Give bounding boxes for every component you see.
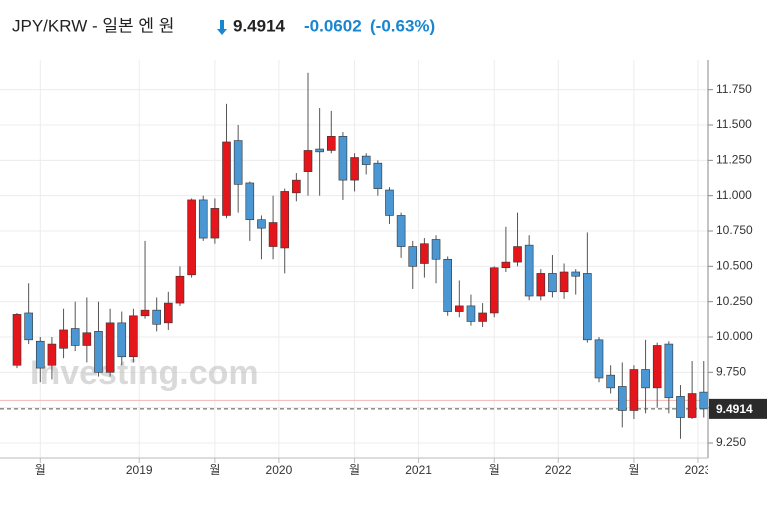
x-tick-label: 2023 xyxy=(685,463,712,477)
x-tick-label: 2019 xyxy=(126,463,153,477)
candle-body xyxy=(257,219,266,229)
plot-area: 월 2019 월 2020 월 2021 월 2022 월 2023 Investing.com xyxy=(0,60,712,477)
x-tick-label: 월 xyxy=(349,463,360,477)
candle-body xyxy=(536,273,546,297)
candle-body xyxy=(12,314,22,366)
candle-body xyxy=(70,328,80,346)
candle-body xyxy=(455,305,464,312)
candle-body xyxy=(105,322,115,373)
candle-body xyxy=(338,136,348,181)
candle-body xyxy=(303,150,313,172)
last-price-box xyxy=(709,398,767,419)
candle-body xyxy=(548,273,557,293)
candle-body xyxy=(420,243,429,264)
candle-body xyxy=(140,309,150,317)
candle-body xyxy=(571,271,581,277)
candle-body xyxy=(35,340,45,369)
candle-body xyxy=(489,267,499,314)
x-tick-label: 2021 xyxy=(405,463,432,477)
candle-body xyxy=(129,315,138,358)
candle-body xyxy=(152,309,161,325)
x-tick-label: 월 xyxy=(209,463,220,477)
candle-body xyxy=(373,162,383,189)
x-tick-label: 월 xyxy=(628,463,639,477)
candle-body xyxy=(699,391,708,410)
candle-body xyxy=(350,157,359,181)
y-tick-label: 11.000 xyxy=(716,188,752,202)
y-tick-label: 9.250 xyxy=(716,435,746,449)
candle-body xyxy=(59,329,68,349)
candle-body xyxy=(431,239,441,260)
change: -0.0602 xyxy=(304,16,362,35)
last-price-label: 9.4914 xyxy=(716,402,753,416)
x-tick-label: 월 xyxy=(489,463,500,477)
candle-body xyxy=(82,332,92,346)
y-tick-label: 10.750 xyxy=(716,223,753,237)
candle-body xyxy=(292,179,301,194)
candle-body xyxy=(326,136,336,151)
candle-body xyxy=(210,208,220,239)
candle-body xyxy=(408,246,418,267)
candle-body xyxy=(501,261,511,269)
candle-body xyxy=(24,312,33,341)
candle-body xyxy=(222,141,231,216)
candle-body xyxy=(606,374,615,389)
candle-body xyxy=(559,271,569,293)
candle-body xyxy=(513,246,522,263)
x-tick-label: 2020 xyxy=(266,463,293,477)
y-tick-label: 9.750 xyxy=(716,364,746,378)
watermark: Investing.com xyxy=(30,354,259,392)
candle-body xyxy=(187,199,196,276)
candle-body xyxy=(676,396,685,418)
y-tick-label: 11.750 xyxy=(716,82,752,96)
candle-body xyxy=(268,222,278,247)
candle-body xyxy=(47,343,57,366)
y-tick-label: 11.250 xyxy=(716,153,752,167)
candle-body xyxy=(617,386,627,411)
candle-body xyxy=(594,339,604,379)
down-arrow xyxy=(217,20,227,35)
candle-body xyxy=(361,155,371,165)
candle-body xyxy=(466,305,476,322)
candle-body xyxy=(687,393,697,418)
candle-body xyxy=(396,215,406,247)
candle-body xyxy=(245,182,255,220)
x-tick-label: 2022 xyxy=(545,463,572,477)
candle-body xyxy=(524,244,534,297)
change-percent: (-0.63%) xyxy=(370,16,435,35)
y-tick-label: 10.000 xyxy=(716,329,753,343)
candle-body xyxy=(443,258,452,312)
y-tick-label: 10.250 xyxy=(716,294,753,308)
title: JPY/KRW - 일본 엔 원 xyxy=(12,16,174,35)
candle-body xyxy=(583,273,592,341)
candle-body xyxy=(198,199,208,239)
candle-body xyxy=(664,343,674,399)
price: 9.4914 xyxy=(233,16,286,35)
candle-body xyxy=(652,345,662,389)
candle-body xyxy=(175,275,185,304)
candle-body xyxy=(94,331,103,373)
candle-body xyxy=(164,302,173,324)
candle-body xyxy=(478,312,487,322)
y-tick-label: 11.500 xyxy=(716,117,752,131)
candle-body xyxy=(629,369,639,411)
candle-body xyxy=(280,191,290,249)
x-tick-label: 월 xyxy=(35,463,46,477)
y-tick-label: 10.500 xyxy=(716,259,753,273)
candle-body xyxy=(641,369,650,389)
candle-body xyxy=(315,148,324,153)
candle-body xyxy=(233,140,243,185)
candle-body xyxy=(117,322,127,358)
candle-body xyxy=(385,189,394,216)
